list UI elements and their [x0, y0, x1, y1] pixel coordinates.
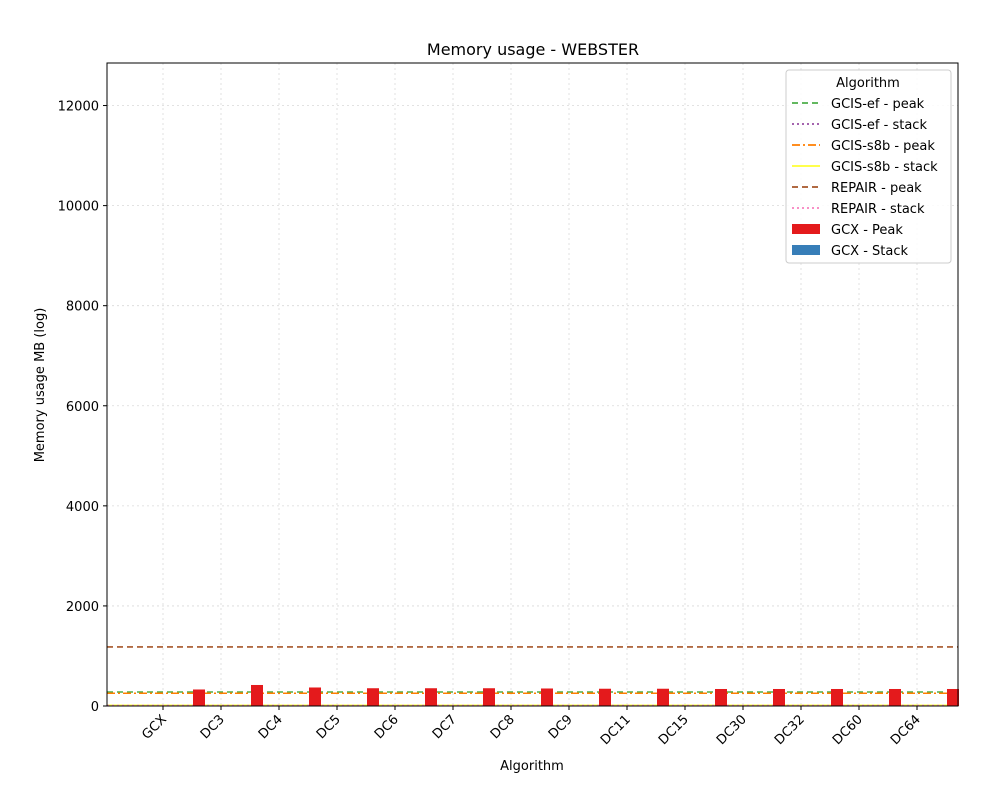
bar-peak	[773, 688, 785, 706]
x-tick-label: DC60	[830, 712, 866, 748]
legend-entry-label: GCIS-ef - stack	[831, 118, 927, 133]
y-tick-label: 6000	[66, 400, 99, 415]
bar-peak	[541, 688, 553, 706]
plot-frame	[106, 62, 959, 707]
legend-entry-label: GCIS-s8b - peak	[831, 139, 935, 154]
x-tick-label: DC64	[888, 712, 924, 748]
bar-peak	[309, 687, 321, 706]
bar-peak	[367, 688, 379, 706]
x-tick-label: DC5	[314, 712, 344, 742]
x-tick-label: DC30	[714, 712, 750, 748]
legend-entry-label: GCX - Peak	[831, 223, 903, 238]
legend-frame	[785, 69, 952, 264]
legend-entry-label: GCIS-s8b - stack	[831, 160, 938, 175]
bar-peak	[831, 688, 843, 706]
bar-peak	[657, 688, 669, 706]
bars-layer	[193, 684, 959, 706]
x-axis-label: Algorithm	[500, 759, 564, 774]
y-tick-label: 10000	[58, 200, 99, 215]
chart-title: Memory usage - WEBSTER	[427, 40, 639, 59]
x-tick-label: DC7	[430, 712, 460, 742]
y-tick-label: 0	[91, 700, 99, 715]
bar-peak	[251, 684, 263, 706]
legend-entry-label: GCX - Stack	[831, 244, 908, 259]
x-tick-label: DC3	[198, 712, 228, 742]
x-tick-label: DC32	[772, 712, 808, 748]
legend-entry-label: REPAIR - peak	[831, 181, 922, 196]
bar-peak	[193, 689, 205, 706]
y-tick-label: 4000	[66, 500, 99, 515]
legend-entry-label: GCIS-ef - peak	[831, 97, 925, 112]
y-axis-label: Memory usage MB (log)	[33, 308, 48, 463]
reference-lines-layer	[107, 646, 958, 707]
bar-peak	[599, 688, 611, 706]
y-tick-label: 12000	[58, 100, 99, 115]
bar-peak	[483, 688, 495, 706]
x-tick-label: DC15	[656, 712, 692, 748]
bar-peak	[715, 688, 727, 706]
y-tick-label: 8000	[66, 300, 99, 315]
legend: Algorithm GCIS-ef - peak GCIS-ef - stack G…	[785, 69, 952, 264]
bar-peak	[889, 688, 901, 706]
x-tick-label: DC4	[256, 712, 286, 742]
grid-layer	[107, 63, 958, 707]
x-tick-label: DC11	[598, 712, 634, 748]
bar-peak	[947, 688, 959, 706]
y-tick-label: 2000	[66, 600, 99, 615]
x-tick-label: DC9	[546, 712, 576, 742]
legend-entry-label: REPAIR - stack	[831, 202, 925, 217]
x-tick-label: DC6	[372, 712, 402, 742]
legend-title: Algorithm	[836, 76, 900, 91]
x-tick-label: GCX	[139, 712, 170, 743]
x-tick-label: DC8	[488, 712, 518, 742]
legend-patch-swatch	[792, 245, 820, 255]
bar-peak	[425, 688, 437, 706]
legend-patch-swatch	[792, 224, 820, 234]
